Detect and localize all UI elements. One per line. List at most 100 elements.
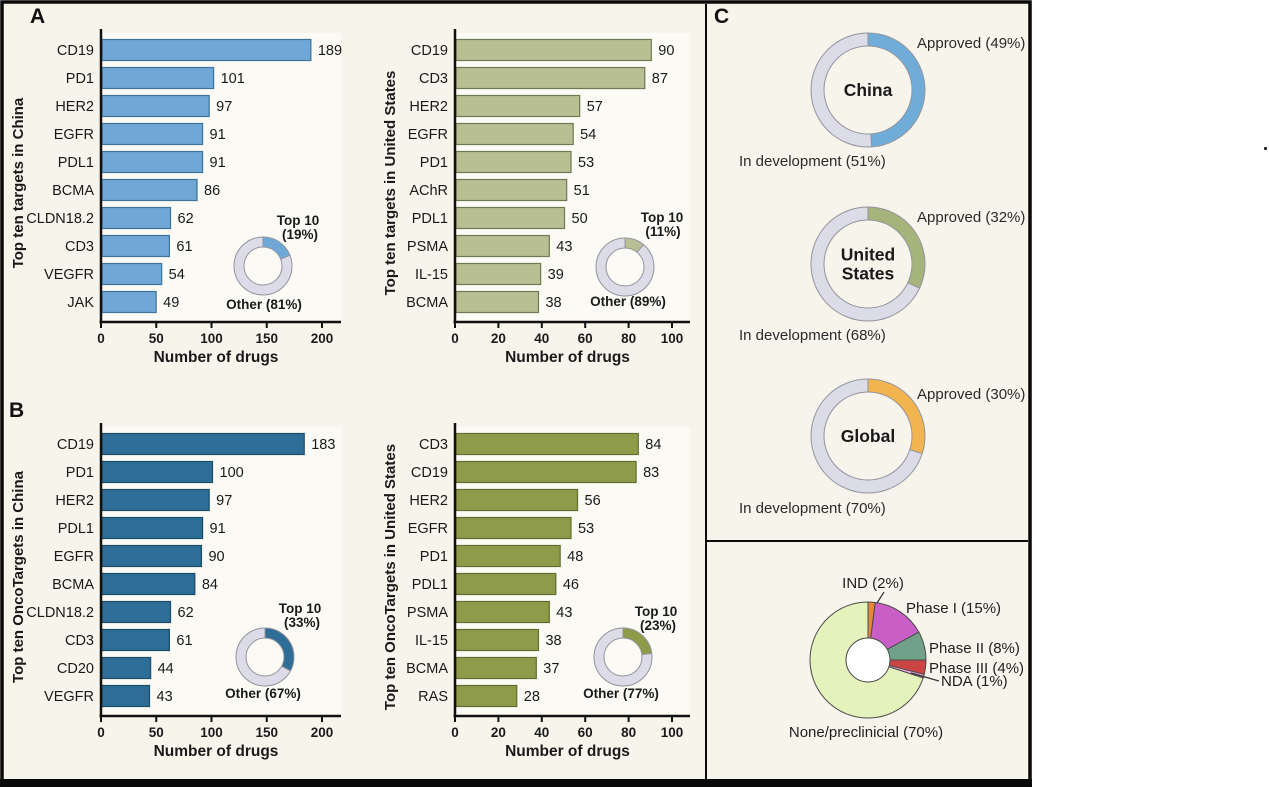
x-tick-label-50: 50 — [149, 331, 164, 346]
x-tick-label-50: 50 — [149, 725, 164, 740]
donut-slice-boundary — [909, 449, 923, 455]
pie-label-5: None/preclinicial (70%) — [789, 724, 943, 741]
category-label-HER2: HER2 — [409, 493, 448, 509]
value-label-RAS: 28 — [524, 689, 540, 705]
bar-PD1 — [455, 150, 572, 174]
category-label-PSMA: PSMA — [407, 239, 448, 255]
value-label-PDL1: 91 — [210, 155, 226, 171]
category-label-BCMA: BCMA — [52, 577, 94, 593]
bar-PSMA — [455, 600, 550, 624]
pie-leader-line — [910, 672, 940, 682]
value-label-BCMA: 37 — [543, 661, 559, 677]
value-label-PD1: 53 — [578, 155, 594, 171]
category-label-CD19: CD19 — [411, 43, 448, 59]
value-label-CD3: 87 — [652, 71, 668, 87]
bar-CD19 — [455, 38, 652, 62]
donut-slice-boundary — [907, 282, 920, 289]
figure-panel: CD19 189 PD1 101 HER2 97 EGFR 91 PDL1 91 BCMA 86 CLD… — [0, 0, 1032, 787]
category-label-CLDN18.2: CLDN18.2 — [26, 605, 94, 621]
category-label-AChR: AChR — [409, 183, 448, 199]
donut-arc-approved — [867, 379, 925, 454]
panel-label-a: A — [30, 5, 46, 28]
value-label-PD1: 100 — [220, 465, 244, 481]
pie-leader-line — [876, 591, 885, 604]
inset-donut: Top 10(11%) Other (89%) — [590, 210, 683, 309]
y-axis-title: Top ten OncoTargets in United States — [382, 444, 399, 710]
category-label-PDL1: PDL1 — [58, 155, 94, 171]
inset-other-label: Other (77%) — [583, 686, 659, 701]
category-label-BCMA: BCMA — [406, 295, 448, 311]
bar-IL-15 — [455, 262, 542, 286]
category-label-HER2: HER2 — [55, 493, 94, 509]
value-label-CLDN18.2: 62 — [178, 211, 194, 227]
bar-HER2 — [101, 488, 210, 512]
value-label-CD3: 84 — [645, 437, 661, 453]
donut-slice-boundary — [870, 133, 873, 147]
label-in-development: In development (51%) — [739, 153, 886, 170]
category-label-EGFR: EGFR — [408, 127, 448, 143]
bar-BCMA — [101, 178, 198, 202]
inset-slice-boundary — [280, 254, 291, 260]
inset-arc-top10 — [622, 628, 652, 655]
value-label-CD19: 189 — [318, 43, 342, 59]
bar-PD1 — [101, 66, 215, 90]
value-label-PD1: 48 — [567, 549, 583, 565]
category-label-PD1: PD1 — [420, 549, 448, 565]
bar-PDL1 — [101, 150, 204, 174]
value-label-CD19: 90 — [658, 43, 674, 59]
inset-top10-label: Top 10 — [277, 213, 320, 228]
inset-slice-boundary — [636, 244, 644, 253]
value-label-VEGFR: 54 — [169, 267, 185, 283]
inset-donut: Top 10(19%) Other (81%) — [226, 213, 319, 312]
bar-PDL1 — [101, 516, 204, 540]
value-label-BCMA: 86 — [204, 183, 220, 199]
value-label-PD1: 101 — [221, 71, 245, 87]
donut-center-label: Global — [841, 426, 895, 446]
x-tick-label-100: 100 — [200, 331, 223, 346]
x-tick-label-60: 60 — [578, 725, 593, 740]
value-label-PDL1: 46 — [563, 577, 579, 593]
x-tick-label-40: 40 — [534, 725, 549, 740]
inset-slice-boundary — [281, 665, 291, 672]
x-tick-label-0: 0 — [97, 331, 105, 346]
x-tick-label-40: 40 — [534, 331, 549, 346]
value-label-CD3: 61 — [176, 239, 192, 255]
inset-top10-label: Top 10 — [641, 210, 684, 225]
inset-arc-top10 — [262, 237, 290, 260]
label-in-development: In development (70%) — [739, 500, 886, 517]
category-label-CD19: CD19 — [57, 43, 94, 59]
panel-label-c: C — [714, 5, 730, 28]
bar-BCMA — [101, 572, 196, 596]
donut-arc-approved — [867, 33, 925, 147]
donut-chart-status_china: China Approved (49%) In development (51%) — [739, 32, 1025, 170]
x-tick-label-100: 100 — [200, 725, 223, 740]
category-label-CD19: CD19 — [57, 437, 94, 453]
bar-BCMA — [455, 290, 540, 314]
x-tick-label-200: 200 — [311, 725, 334, 740]
value-label-HER2: 57 — [587, 99, 603, 115]
donut-arc-approved — [867, 207, 925, 289]
category-label-CD3: CD3 — [65, 239, 94, 255]
category-label-BCMA: BCMA — [52, 183, 94, 199]
value-label-BCMA: 38 — [545, 295, 561, 311]
x-tick-label-20: 20 — [491, 725, 506, 740]
pie-label-3: Phase III (4%) — [929, 660, 1024, 677]
value-label-CD19: 183 — [311, 437, 335, 453]
pie-hole — [845, 637, 891, 683]
donut-center-label: China — [844, 80, 893, 100]
x-tick-label-60: 60 — [578, 331, 593, 346]
label-approved: Approved (30%) — [917, 386, 1025, 403]
bar-PSMA — [455, 234, 550, 258]
x-tick-label-100: 100 — [661, 331, 684, 346]
value-label-EGFR: 91 — [210, 127, 226, 143]
category-label-CD3: CD3 — [419, 437, 448, 453]
stray-dot — [1264, 147, 1267, 150]
category-label-HER2: HER2 — [55, 99, 94, 115]
x-axis-title: Number of drugs — [154, 743, 279, 760]
inset-donut: Top 10(33%) Other (67%) — [225, 601, 321, 701]
x-tick-label-0: 0 — [97, 725, 105, 740]
x-tick-label-150: 150 — [255, 331, 278, 346]
x-axis-title: Number of drugs — [154, 349, 279, 366]
x-tick-label-150: 150 — [255, 725, 278, 740]
